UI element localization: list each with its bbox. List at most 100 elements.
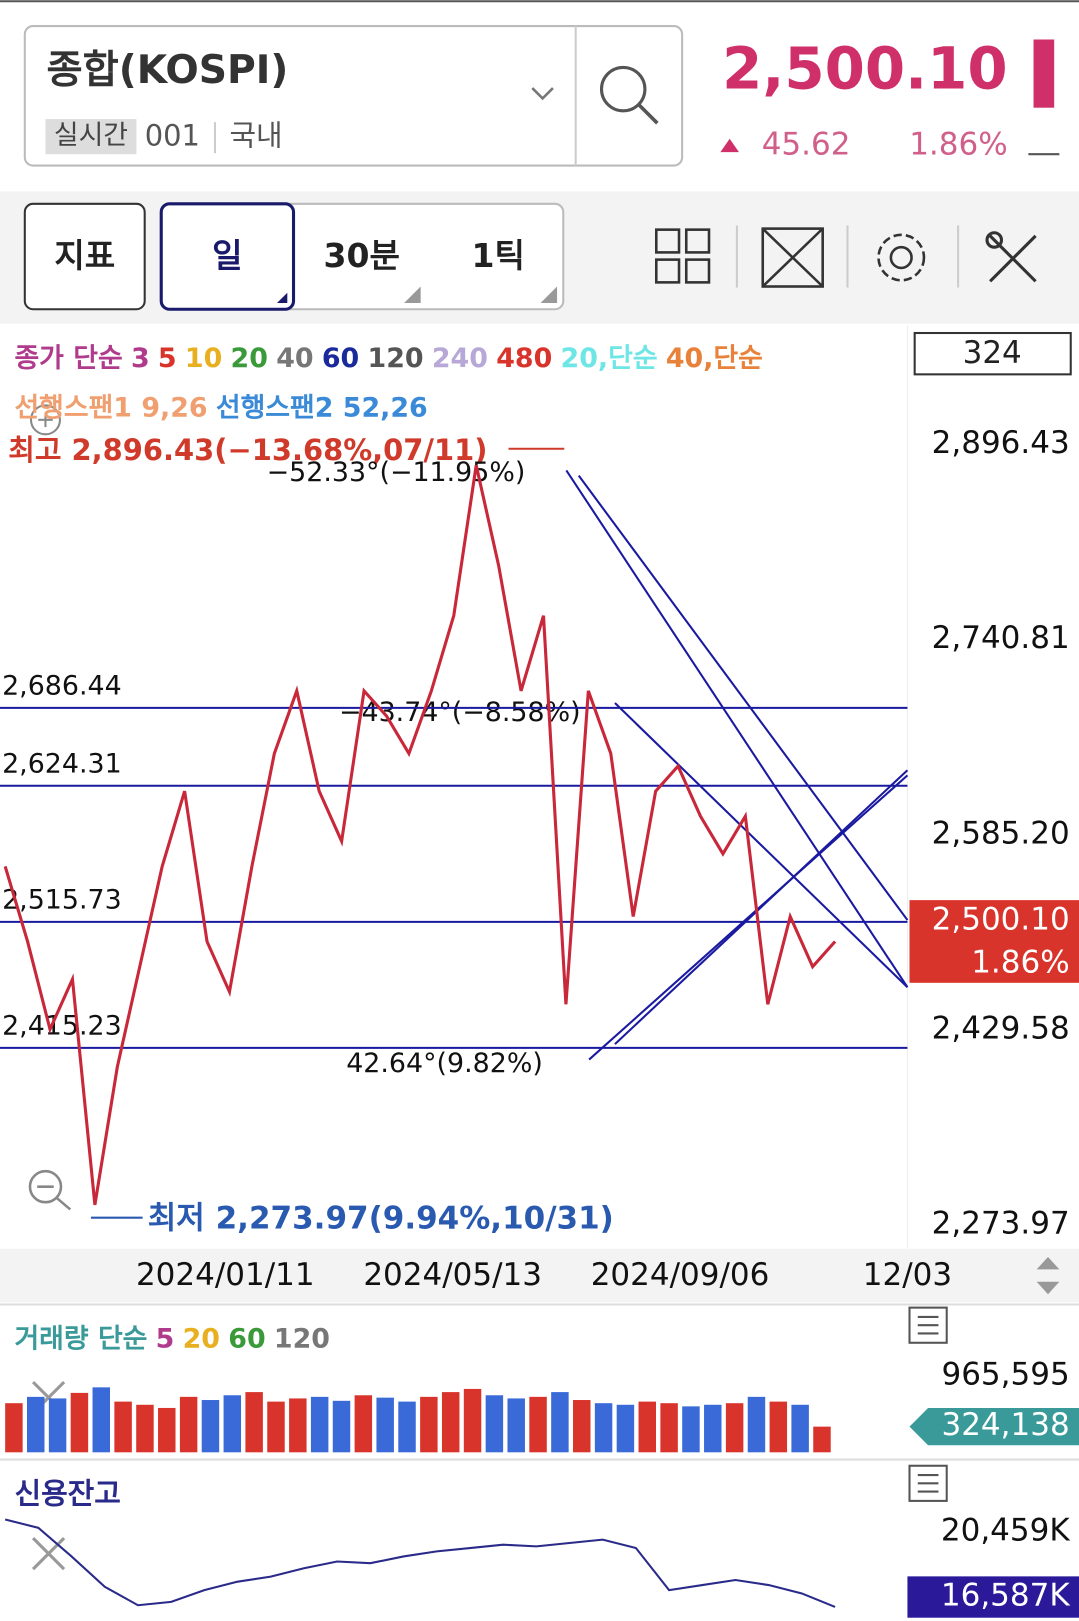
high-note: 최고 2,896.43(−13.68%,07/11) [8, 433, 487, 467]
symbol-title[interactable]: 종합(KOSPI) [47, 48, 289, 93]
fullscreen-icon[interactable] [761, 227, 824, 288]
badge-bg [45, 119, 137, 155]
x-tick-label: 2024/09/06 [591, 1257, 770, 1293]
corner-mark [540, 286, 558, 304]
price-change-pct: 1.86% [909, 126, 1007, 162]
volume-bar [179, 1396, 198, 1453]
y-tick-label: 965,595 [941, 1356, 1069, 1392]
legend-item: 선행스팬2 52,26 [216, 392, 428, 423]
scroll-down[interactable] [1036, 1281, 1060, 1295]
selected-period[interactable] [159, 202, 296, 311]
angle-note: −43.74°(−8.58%) [339, 697, 581, 728]
volume-bar [158, 1407, 176, 1453]
legend: 선행스팬1 9,26 선행스팬2 52,26 [14, 392, 427, 423]
volume-bar [507, 1398, 525, 1453]
legend: 종가 단순 3 5 10 20 40 60 120 240 480 20,단순 40,단순 [14, 342, 762, 373]
volume-bar [223, 1395, 242, 1453]
legend-item: 40 [276, 342, 313, 373]
volume-bar [354, 1395, 373, 1453]
volume-bar [310, 1396, 329, 1453]
menu-icon[interactable] [908, 1464, 948, 1502]
legend-item: 5 [158, 342, 177, 373]
y-tick-label: 20,459K [941, 1512, 1070, 1548]
volume-bar [616, 1404, 635, 1453]
volume-bar [114, 1401, 132, 1453]
legend-item: 20,단순 [561, 342, 658, 373]
toolbar-button[interactable]: 지표 [54, 236, 115, 275]
up-arrow [720, 138, 739, 153]
badge: 실시간 [54, 120, 128, 151]
volume-bar [638, 1401, 657, 1453]
x-tick-label: 2024/01/11 [136, 1257, 315, 1293]
volume-bar [594, 1403, 613, 1453]
toolbar-button[interactable]: 일 [212, 236, 242, 275]
legend-item: 3 [131, 342, 150, 373]
volume-bar [529, 1396, 547, 1453]
layout-icon[interactable] [654, 228, 711, 284]
legend-item: 60 [228, 1323, 265, 1354]
zoom-out-icon[interactable] [28, 1169, 72, 1211]
search-icon[interactable] [599, 65, 647, 113]
angle-note: 42.64°(9.82%) [346, 1048, 543, 1079]
volume-bar [5, 1403, 23, 1453]
menu-icon[interactable] [908, 1306, 948, 1344]
price-bar [1033, 39, 1055, 108]
legend-item: 60 [322, 342, 359, 373]
scroll-up[interactable] [1036, 1256, 1060, 1270]
volume-bar [747, 1396, 766, 1453]
toolbar-button[interactable]: 1틱 [471, 236, 524, 275]
count-box[interactable] [913, 331, 1072, 376]
legend-item: 120 [274, 1323, 330, 1354]
y-tick-label: 2,429.58 [932, 1010, 1070, 1046]
volume-bar [376, 1397, 394, 1453]
volume-bar [136, 1404, 154, 1453]
dropdown-icon[interactable] [531, 87, 554, 101]
volume-bar [48, 1398, 67, 1453]
volume-bar [682, 1406, 700, 1453]
volume-bar [551, 1392, 569, 1453]
y-tick-label: 2,740.81 [932, 620, 1070, 656]
trend-lines [565, 469, 909, 1061]
volume-bar [420, 1396, 438, 1453]
low-note: 최저 2,273.97(9.94%,10/31) [148, 1200, 614, 1236]
tools-icon[interactable] [985, 231, 1037, 283]
legend-item: 40,단순 [666, 342, 763, 373]
symbol-code: 001 [145, 119, 200, 153]
legend-item: 20 [231, 342, 268, 373]
last-volume: 324,138 [941, 1407, 1069, 1443]
level-label: 2,686.44 [2, 671, 122, 702]
volume-bar [813, 1426, 831, 1453]
volume-bar [92, 1387, 110, 1453]
last-change: 1.86% [971, 945, 1069, 981]
settings-icon[interactable] [877, 233, 926, 282]
volume-bar [704, 1404, 722, 1453]
market: 국내 [229, 119, 282, 153]
legend-item: 선행스팬1 9,26 [14, 392, 207, 423]
indicator-button[interactable] [23, 202, 146, 311]
volume-bar [725, 1403, 744, 1453]
legend-item: 종가 단순 [14, 342, 122, 373]
last-price: 2,500.10 [932, 901, 1070, 937]
credit-line [4, 1518, 836, 1608]
level-label: 2,415.23 [2, 1011, 122, 1042]
y-tick-label: 2,273.97 [932, 1205, 1070, 1241]
last-credit: 16,587K [941, 1578, 1070, 1614]
legend-item: 120 [368, 342, 424, 373]
volume-bar [791, 1404, 809, 1453]
legend-item: 20 [183, 1323, 220, 1354]
search-icon-handle [637, 103, 659, 125]
toolbar-button[interactable]: 30분 [324, 236, 400, 275]
legend-item: 240 [432, 342, 488, 373]
x-tick-label: 12/03 [863, 1257, 952, 1293]
legend-item: 480 [496, 342, 552, 373]
price-change: 45.62 [762, 126, 851, 162]
symbol-box[interactable] [23, 25, 684, 167]
volume-bar [70, 1392, 89, 1453]
volume-bar [332, 1400, 351, 1453]
close-icon[interactable] [31, 1537, 66, 1571]
zoom-in-icon[interactable] [29, 404, 61, 436]
volume-bar [463, 1388, 482, 1453]
